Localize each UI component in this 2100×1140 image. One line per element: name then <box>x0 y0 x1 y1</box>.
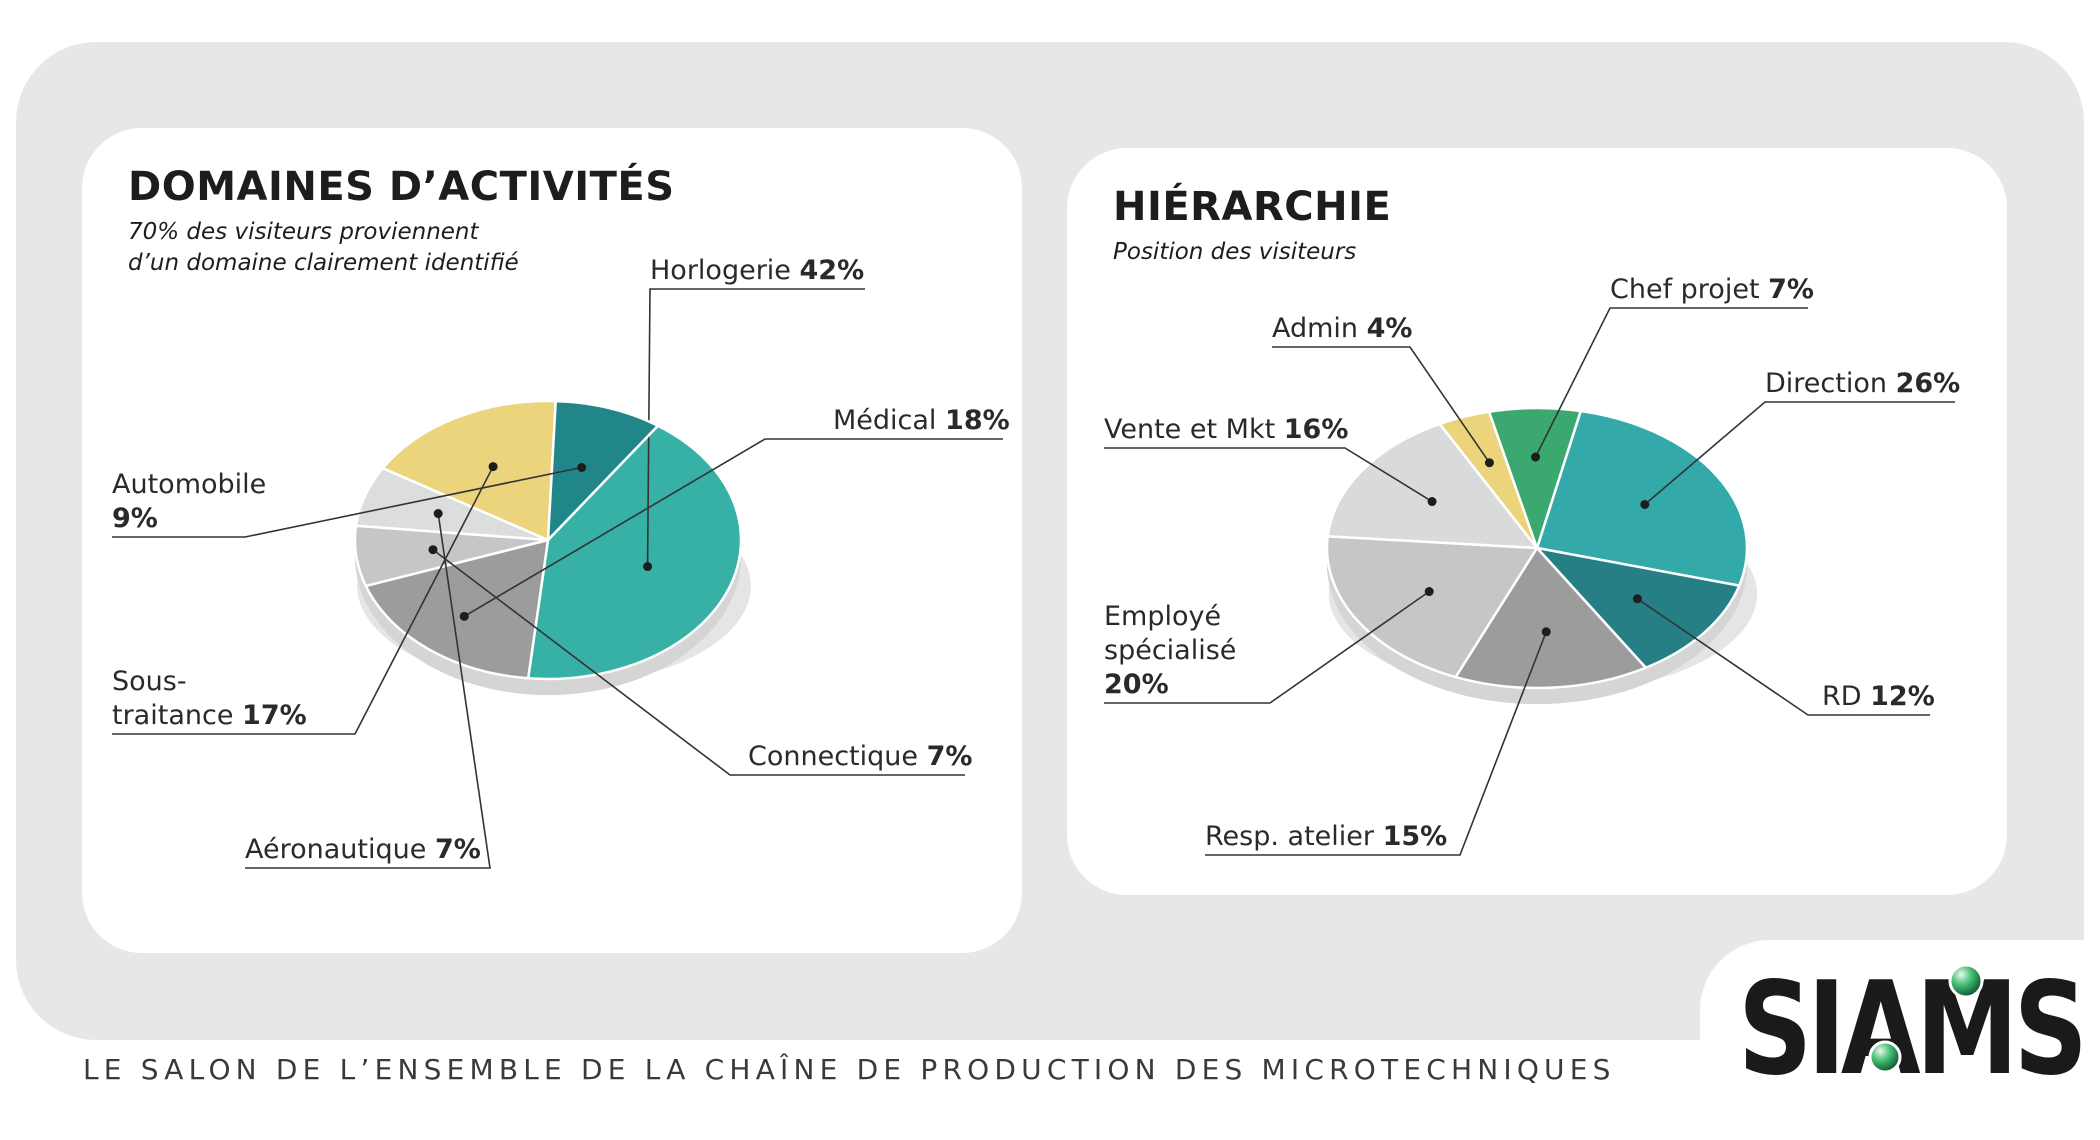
slice-label-horlogerie: Horlogerie 42% <box>650 255 864 286</box>
leader-dot-chef-projet <box>1531 452 1541 462</box>
leader-dot-aeronautique <box>433 509 443 519</box>
slice-value-vente-et-mkt: 16% <box>1284 414 1349 445</box>
leader-line-vente-et-mkt <box>1104 447 1433 503</box>
slice-value-resp-atelier: 15% <box>1383 821 1448 852</box>
slice-value-rd: 12% <box>1870 681 1935 712</box>
footer-tagline: LE SALON DE L’ENSEMBLE DE LA CHAÎNE DE P… <box>83 1053 1616 1086</box>
slice-label-name-sous-traitance: traitance <box>112 700 242 731</box>
slice-value-admin: 4% <box>1367 313 1413 344</box>
slice-label-medical: Médical 18% <box>833 405 1010 436</box>
leader-dot-rd <box>1632 594 1642 604</box>
hierarchie-pie-side-rd <box>1645 585 1740 684</box>
leader-dot-direction <box>1640 499 1650 509</box>
slice-label-automobile: Automobile 9% <box>112 469 266 534</box>
leader-dot-sous-traitance <box>488 462 498 472</box>
leader-dot-horlogerie <box>643 562 653 572</box>
slice-label-name-connectique: Connectique <box>748 741 927 772</box>
leader-line-admin <box>1272 346 1491 464</box>
leader-line-chef-projet <box>1534 307 1808 458</box>
leader-line-medical <box>463 438 1003 618</box>
pie-slice-rd <box>1535 546 1741 670</box>
leader-line-sous-traitance <box>112 466 494 735</box>
domaines-pie: Horlogerie 42%Médical 18%Connectique 7%A… <box>112 255 1010 869</box>
leader-line-aeronautique <box>245 513 491 869</box>
slice-label-name-employe-specialise: spécialisé <box>1104 635 1236 666</box>
leader-line-resp-atelier <box>1205 631 1547 856</box>
domaines-title: DOMAINES D’ACTIVITÉS <box>128 164 675 210</box>
slice-label-name-employe-specialise: Employé <box>1104 601 1221 632</box>
leader-line-employe-specialise <box>1104 590 1430 704</box>
domaines-pie-side-connectique <box>355 540 366 602</box>
pie-slice-employe-specialise <box>1325 535 1539 679</box>
slice-label-name-aeronautique: Aéronautique <box>245 834 435 865</box>
slice-label-direction: Direction 26% <box>1765 368 1960 399</box>
domaines-card: DOMAINES D’ACTIVITÉS 70% des visiteurs p… <box>82 128 1022 953</box>
slice-value-connectique: 7% <box>927 741 973 772</box>
slice-label-admin: Admin 4% <box>1272 313 1412 344</box>
leader-dot-automobile <box>577 463 587 473</box>
slice-value-horlogerie: 42% <box>800 255 865 286</box>
slice-label-name-sous-traitance: Sous- <box>112 666 187 697</box>
leader-dot-medical <box>459 611 469 621</box>
slice-label-name-horlogerie: Horlogerie <box>650 255 800 286</box>
slice-label-employe-specialise: Employé spécialisé 20% <box>1104 601 1236 700</box>
slice-label-chef-projet: Chef projet 7% <box>1610 274 1814 305</box>
leader-dot-employe-specialise <box>1424 587 1434 597</box>
slice-label-name-direction: Direction <box>1765 368 1896 399</box>
domaines-subtitle-line-2: d’un domaine clairement identifié <box>128 250 519 276</box>
siams-logo: SIAMS <box>1738 965 2088 1085</box>
slice-value-automobile: 9% <box>112 503 158 534</box>
leader-dot-connectique <box>428 545 438 555</box>
hierarchie-title: HIÉRARCHIE <box>1113 184 1392 230</box>
leader-line-rd <box>1636 598 1930 716</box>
slice-label-name-chef-projet: Chef projet <box>1610 274 1768 305</box>
pie-slice-chef-projet <box>1487 406 1582 550</box>
leader-line-direction <box>1644 401 1955 506</box>
slice-label-name-medical: Médical <box>833 405 945 436</box>
hierarchie-subtitle: Position des visiteurs <box>1113 239 1357 265</box>
slice-label-aeronautique: Aéronautique 7% <box>245 834 481 865</box>
slice-value-chef-projet: 7% <box>1768 274 1814 305</box>
hierarchie-pie-side-resp-atelier <box>1455 667 1646 705</box>
pie-slice-resp-atelier <box>1454 546 1648 690</box>
pie-slice-automobile <box>546 399 660 542</box>
domaines-subtitle-line-1: 70% des visiteurs proviennent <box>128 219 479 245</box>
slice-value-direction: 26% <box>1896 368 1961 399</box>
slice-label-vente-et-mkt: Vente et Mkt 16% <box>1104 414 1348 445</box>
hierarchie-pie-side-employe-specialise <box>1327 548 1456 694</box>
leader-line-connectique <box>432 549 965 776</box>
slice-label-name-vente-et-mkt: Vente et Mkt <box>1104 414 1284 445</box>
slice-value-medical: 18% <box>945 405 1010 436</box>
hierarchie-pie: Direction 26% RD 12% Resp. atelier 15% Empl… <box>1104 274 1960 856</box>
domaines-pie-side-medical <box>365 585 529 695</box>
slice-label-connectique: Connectique 7% <box>748 741 972 772</box>
slice-label-resp-atelier: Resp. atelier 15% <box>1205 821 1447 852</box>
pie-slice-vente-et-mkt <box>1326 422 1539 550</box>
slice-label-name-admin: Admin <box>1272 313 1367 344</box>
slice-label-name-automobile: Automobile <box>112 469 266 500</box>
leader-dot-vente-et-mkt <box>1427 497 1437 507</box>
slice-label-name-resp-atelier: Resp. atelier <box>1205 821 1383 852</box>
pie-slice-sous-traitance <box>381 399 557 542</box>
slice-value-employe-specialise: 20% <box>1104 669 1169 700</box>
slice-label-rd: RD 12% <box>1822 681 1935 712</box>
slice-label-name-rd: RD <box>1822 681 1870 712</box>
svg-text:SIAMS: SIAMS <box>1738 965 2083 1085</box>
pie-slice-direction <box>1535 409 1749 587</box>
logo-notch <box>1700 940 2100 1140</box>
slice-value-sous-traitance: 17% <box>242 700 307 731</box>
slice-value-aeronautique: 7% <box>435 834 481 865</box>
leader-dot-admin <box>1484 458 1494 468</box>
slice-label-sous-traitance: Sous-traitance 17% <box>112 666 307 731</box>
leader-line-automobile <box>112 466 582 538</box>
leader-dot-resp-atelier <box>1541 627 1551 637</box>
leader-line-horlogerie <box>646 288 865 567</box>
